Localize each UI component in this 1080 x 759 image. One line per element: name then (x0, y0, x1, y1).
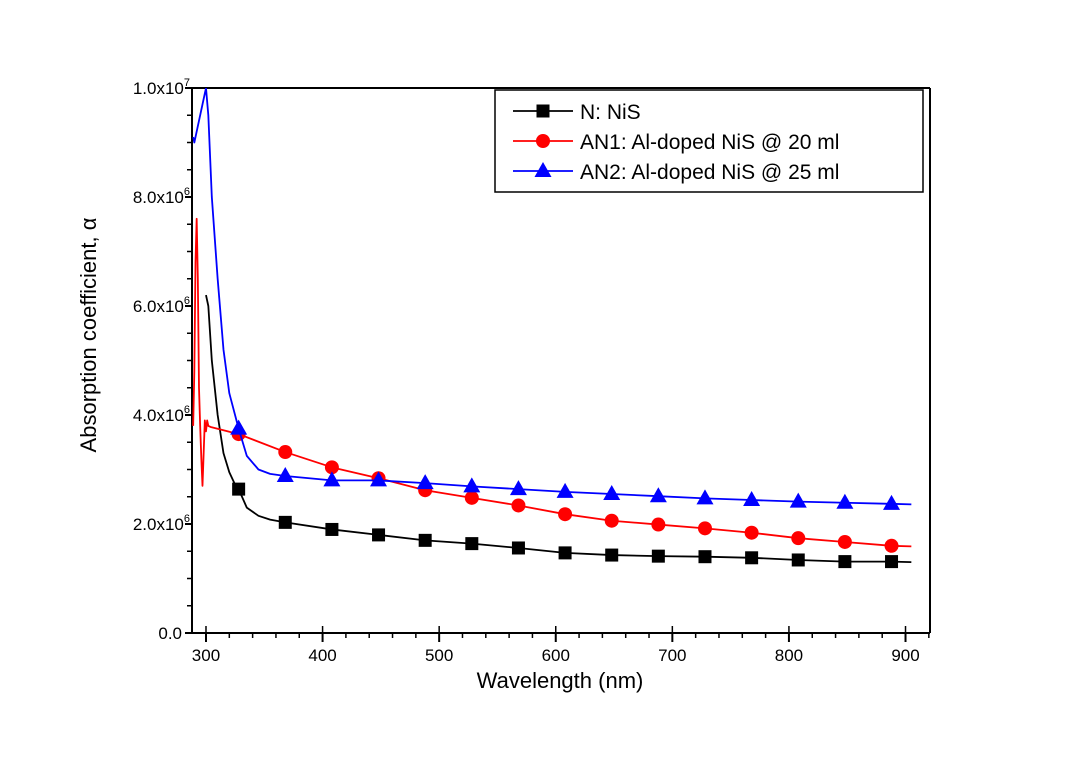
data-point (511, 541, 525, 555)
data-point (418, 533, 432, 547)
data-point (325, 522, 339, 536)
data-point (323, 471, 341, 487)
series-line (192, 217, 912, 548)
data-point (838, 555, 852, 569)
data-point (232, 482, 246, 496)
data-point (464, 490, 479, 505)
data-point (836, 493, 854, 509)
x-tick-label: 600 (542, 646, 570, 665)
x-tick-label: 700 (658, 646, 686, 665)
data-point (698, 550, 712, 564)
y-axis-title: Absorption coefficient, α (76, 217, 101, 452)
data-point (370, 471, 388, 487)
x-tick-label: 800 (775, 646, 803, 665)
data-point (885, 555, 899, 569)
data-point (649, 487, 667, 503)
data-point (230, 419, 248, 435)
x-tick-label: 300 (192, 646, 220, 665)
y-tick-label: 0.0 (158, 624, 182, 643)
data-point (603, 485, 621, 501)
data-point (511, 498, 526, 513)
y-tick-label: 6.0x106 (133, 295, 190, 316)
legend-label: AN1: Al-doped NiS @ 20 ml (580, 131, 839, 154)
y-tick-label: 2.0x106 (133, 513, 190, 534)
data-point (556, 482, 574, 498)
data-point (416, 474, 434, 490)
data-point (884, 538, 899, 553)
data-point (605, 548, 619, 562)
legend-marker (536, 134, 550, 148)
data-point (791, 531, 806, 546)
data-point (372, 528, 386, 542)
series-layer (192, 88, 912, 569)
series-0 (205, 294, 912, 569)
data-point (651, 517, 666, 532)
y-tick-label: 1.0x107 (133, 77, 190, 98)
plot-frame (191, 87, 931, 634)
data-point (465, 537, 479, 551)
x-axis-title: Wavelength (nm) (477, 668, 644, 693)
data-point (278, 515, 292, 529)
legend-marker (536, 104, 550, 118)
x-tick-label: 900 (891, 646, 919, 665)
data-point (276, 467, 294, 483)
y-ticks: 0.0 2.0x106 4.0x106 6.0x106 8.0x106 1.0x107 (133, 77, 192, 643)
data-point (604, 513, 619, 528)
legend-label: AN2: Al-doped NiS @ 25 ml (580, 161, 839, 184)
x-tick-label: 500 (425, 646, 453, 665)
y-tick-label: 8.0x106 (133, 186, 190, 207)
y-tick-label: 4.0x106 (133, 404, 190, 425)
series-2 (192, 88, 912, 510)
data-point (697, 521, 712, 536)
data-point (789, 492, 807, 508)
data-point (744, 525, 759, 540)
data-point (509, 480, 527, 496)
legend-label: N: NiS (580, 101, 641, 124)
data-point (324, 460, 339, 475)
legend: N: NiS AN1: Al-doped NiS @ 20 ml AN2: Al-d… (494, 89, 924, 193)
data-point (837, 534, 852, 549)
data-point (883, 494, 901, 510)
series-line (205, 294, 912, 564)
data-point (745, 551, 759, 565)
data-point (558, 507, 573, 522)
legend-marker (534, 162, 552, 177)
data-point (743, 491, 761, 507)
x-ticks: 300 400 500 600 700 800 900 (192, 626, 930, 665)
data-point (696, 489, 714, 505)
data-point (558, 546, 572, 560)
data-point (651, 549, 665, 563)
data-point (791, 553, 805, 567)
data-point (463, 477, 481, 493)
data-point (278, 445, 293, 460)
x-tick-label: 400 (308, 646, 336, 665)
